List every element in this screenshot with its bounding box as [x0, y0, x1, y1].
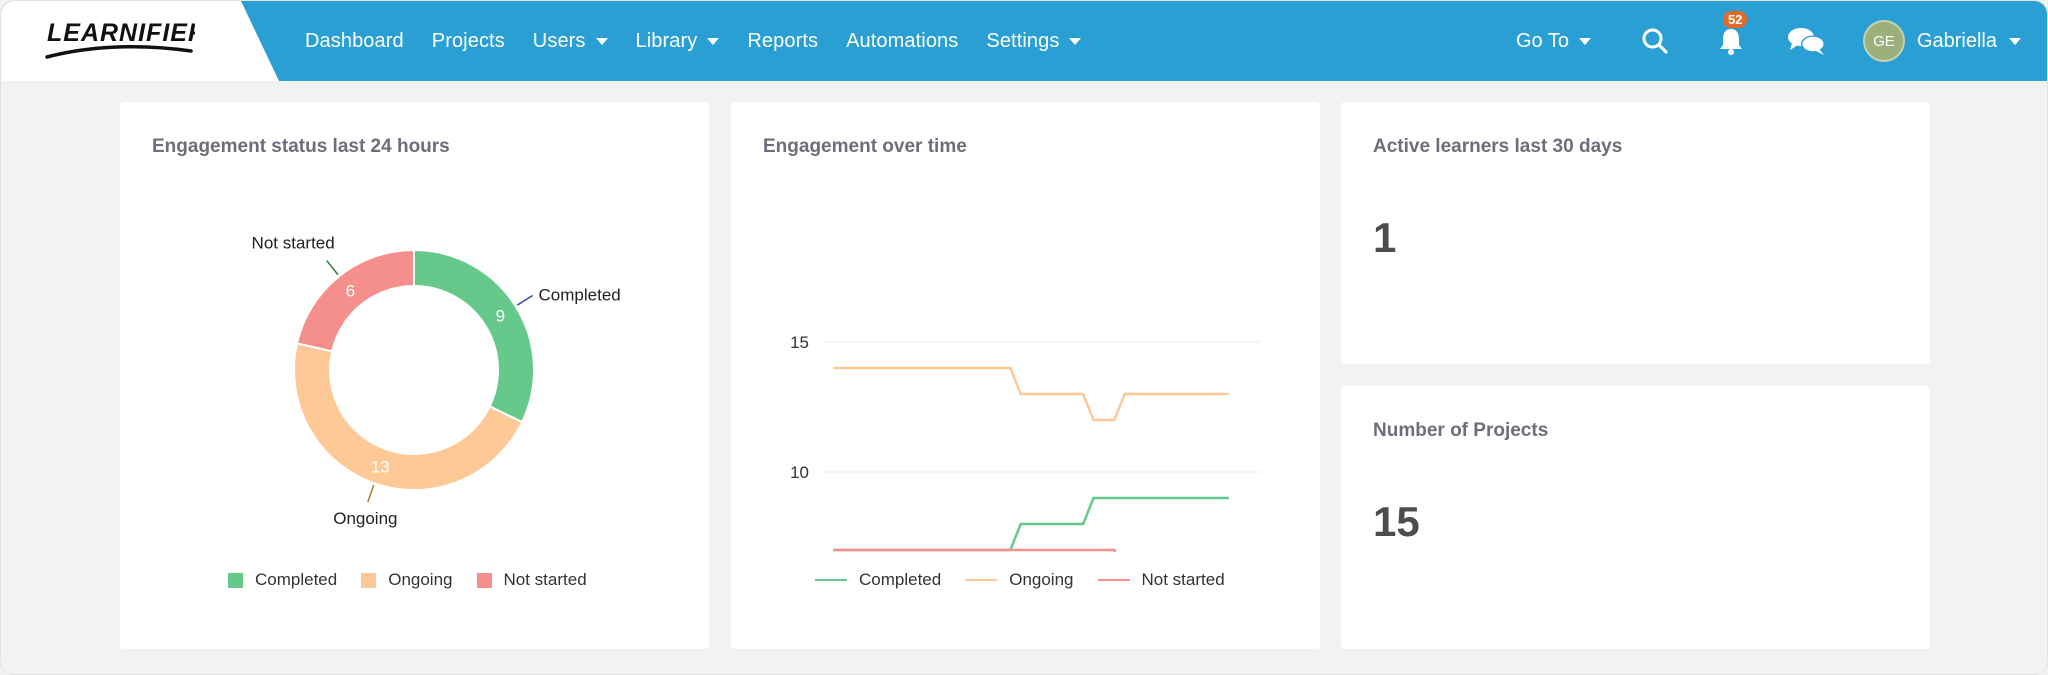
nav-item-label: Users	[532, 29, 586, 52]
legend-label: Ongoing	[1009, 570, 1074, 589]
chevron-down-icon	[1069, 37, 1082, 45]
top-navigation-bar: LEARNIFIER Dashboard Projects Users Library…	[1, 1, 2047, 81]
series-line-ongoing[interactable]	[833, 366, 1229, 422]
chevron-down-icon	[595, 37, 608, 45]
active-learners-value: 1	[1373, 214, 1397, 261]
donut-slice-completed[interactable]	[413, 248, 535, 424]
donut-slice-ongoing[interactable]	[293, 342, 524, 491]
leader-line	[516, 294, 533, 306]
legend-item-ongoing[interactable]: Ongoing	[361, 570, 453, 590]
donut-legend: Completed Ongoing Not started	[228, 570, 611, 590]
right-nav: Go To 52	[1516, 1, 2047, 81]
search-icon	[1642, 28, 1668, 54]
legend-label: Not started	[503, 570, 587, 589]
y-tick-label: 15	[790, 333, 809, 352]
avatar: GE	[1862, 20, 1905, 62]
nav-item-label: Automations	[846, 29, 959, 52]
nav-item-projects[interactable]: Projects	[418, 1, 519, 81]
nav-item-label: Settings	[986, 29, 1060, 52]
projects-count-card: Number of Projects 15	[1341, 386, 1930, 649]
legend-item-completed[interactable]: Completed	[228, 570, 337, 590]
legend-label: Not started	[1141, 570, 1225, 589]
logo-area: LEARNIFIER	[1, 1, 279, 81]
user-menu[interactable]: GE Gabriella	[1862, 20, 2021, 62]
svg-text:LEARNIFIER: LEARNIFIER	[47, 19, 195, 47]
card-title: Engagement over time	[763, 136, 967, 157]
nav-item-library[interactable]: Library	[622, 1, 734, 81]
goto-label: Go To	[1515, 29, 1569, 52]
chevron-down-icon	[1578, 37, 1591, 45]
nav-item-settings[interactable]: Settings	[972, 1, 1095, 81]
line-legend: Completed Ongoing Not started	[815, 570, 1249, 590]
notifications-button[interactable]: 52	[1711, 11, 1751, 61]
nav-item-reports[interactable]: Reports	[733, 1, 832, 81]
series-line-completed[interactable]	[833, 496, 1229, 552]
nav-item-automations[interactable]: Automations	[832, 1, 972, 81]
bell-icon	[1719, 29, 1742, 55]
legend-label: Ongoing	[388, 570, 453, 589]
card-title: Number of Projects	[1373, 420, 1549, 441]
legend-swatch	[476, 572, 492, 588]
legend-item-ongoing[interactable]: Ongoing	[965, 570, 1074, 590]
search-button[interactable]	[1635, 21, 1675, 61]
nav-item-label: Projects	[431, 29, 505, 52]
main-nav: Dashboard Projects Users Library Reports Auto…	[291, 1, 1095, 81]
donut-category-label: Ongoing	[333, 509, 397, 528]
chat-bubbles-icon	[1787, 28, 1825, 55]
notification-count-badge: 52	[1722, 11, 1748, 28]
engagement-time-card: Engagement over time 51015Aug 11Aug 18Au…	[731, 102, 1320, 649]
nav-item-label: Library	[635, 29, 698, 52]
card-title: Active learners last 30 days	[1373, 136, 1623, 157]
legend-item-completed[interactable]: Completed	[815, 570, 941, 590]
donut-category-label: Completed	[539, 286, 621, 305]
legend-swatch	[228, 572, 243, 588]
chevron-down-icon	[707, 37, 720, 45]
series-line-not-started[interactable]	[833, 548, 1228, 552]
legend-label: Completed	[255, 570, 338, 589]
legend-swatch	[815, 579, 847, 581]
engagement-donut-chart: 9 Completed 13 Ongoing 6 Not started	[252, 234, 621, 529]
leader-line	[326, 260, 339, 276]
nav-item-users[interactable]: Users	[519, 1, 622, 81]
nav-item-dashboard[interactable]: Dashboard	[291, 1, 418, 81]
nav-item-label: Dashboard	[305, 29, 404, 52]
engagement-line-chart: 51015Aug 11Aug 18Aug 25Sep 01Sep 08Sep 1…	[790, 333, 1260, 552]
legend-swatch	[1097, 579, 1130, 581]
goto-menu[interactable]: Go To	[1516, 30, 1591, 53]
legend-item-not-started[interactable]: Not started	[1097, 570, 1225, 590]
learnifier-logo[interactable]: LEARNIFIER	[45, 13, 195, 65]
engagement-status-card: Engagement status last 24 hours 9 Complet…	[120, 102, 709, 649]
card-title: Engagement status last 24 hours	[152, 136, 450, 157]
legend-swatch	[361, 572, 377, 588]
donut-value-label: 6	[346, 281, 355, 300]
donut-category-label: Not started	[252, 234, 335, 253]
donut-value-label: 9	[496, 307, 505, 326]
nav-item-label: Reports	[747, 29, 819, 52]
leader-line	[367, 484, 375, 503]
legend-swatch	[965, 579, 998, 581]
legend-label: Completed	[859, 570, 942, 589]
donut-slice-not-started[interactable]	[295, 248, 415, 353]
active-learners-card: Active learners last 30 days 1	[1341, 102, 1930, 364]
chevron-down-icon	[2009, 37, 2021, 45]
user-name: Gabriella	[1916, 29, 1997, 52]
messages-button[interactable]	[1787, 21, 1827, 61]
y-tick-label: 10	[790, 463, 809, 482]
donut-value-label: 13	[371, 457, 390, 476]
projects-count-value: 15	[1373, 498, 1420, 545]
legend-item-not-started[interactable]: Not started	[476, 570, 587, 590]
